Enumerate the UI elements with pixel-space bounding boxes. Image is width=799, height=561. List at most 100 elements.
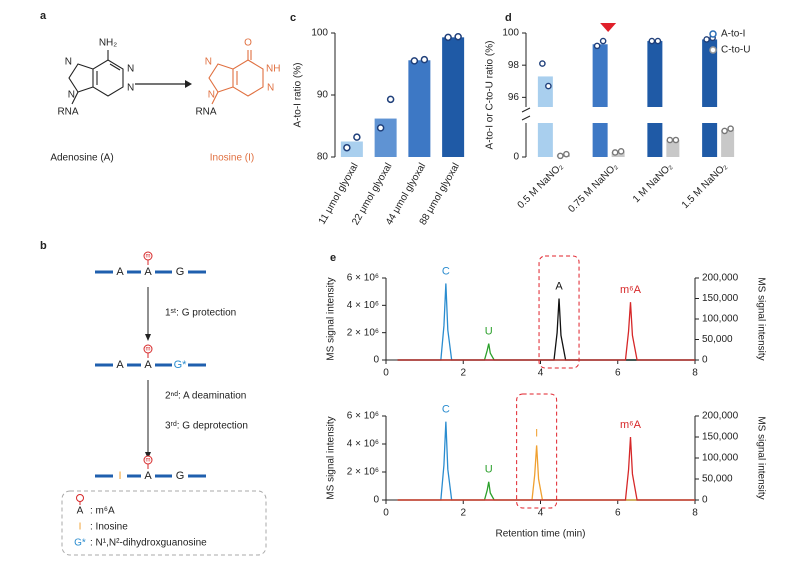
x-tick-label: 8 [692, 508, 698, 519]
x-tick-label: 6 [615, 368, 621, 379]
x-tick-label: 4 [538, 508, 544, 519]
replicate-point [617, 148, 625, 155]
bar [647, 41, 663, 107]
atom: RNA [195, 107, 216, 118]
inosine-structure [208, 50, 264, 105]
chromatogram [397, 302, 695, 361]
replicate-point [420, 55, 429, 64]
y2-tick-label: 0 [702, 355, 708, 366]
replicate-point [648, 37, 656, 45]
bar [374, 118, 397, 157]
y-tick-label: 4 × 10⁶ [347, 300, 379, 311]
peak-label: m⁶A [620, 419, 642, 431]
panel-label: b [40, 240, 47, 252]
replicate-point [343, 143, 351, 152]
y-tick-label: 100 [502, 28, 519, 39]
atom: N [267, 83, 274, 94]
m6a-marker [143, 251, 153, 261]
bar-lower [537, 123, 553, 157]
x-tick-label: 2 [460, 368, 466, 379]
atom: O [244, 38, 252, 49]
y2-tick-label: 100,000 [702, 453, 739, 464]
x-tick-label: 4 [538, 368, 544, 379]
replicate-point [611, 149, 619, 156]
y-tick-label: 6 × 10⁶ [347, 411, 379, 422]
y-tick-label: 4 × 10⁶ [347, 439, 379, 450]
compound-name: Adenosine (A) [50, 153, 113, 164]
step-label: 1ˢᵗ: G protection [165, 308, 236, 319]
x-tick-label: 8 [692, 368, 698, 379]
nucleotide: A [144, 359, 152, 371]
bar-lower [647, 123, 663, 157]
highlight-marker [600, 23, 617, 32]
y2-tick-label: 150,000 [702, 293, 739, 304]
y2-tick-label: 150,000 [702, 432, 739, 443]
legend-marker [709, 30, 717, 38]
y2-tick-label: 50,000 [702, 474, 733, 485]
nucleotide: G [176, 266, 185, 278]
y2-tick-label: 200,000 [702, 411, 739, 422]
highlight-box [538, 255, 580, 369]
replicate-point [721, 127, 728, 135]
bar [592, 44, 608, 107]
atom: N [65, 57, 72, 68]
m6a-marker-text: m [146, 458, 151, 464]
replicate-point [703, 36, 710, 43]
legend-symbol: I [79, 522, 82, 533]
bar [721, 129, 735, 157]
x-tick-label: 0.75 M NaNO₂ [566, 161, 620, 215]
peak-label: C [442, 404, 450, 416]
atom: N [205, 57, 212, 68]
y2-tick-label: 200,000 [702, 273, 739, 284]
atom: N [208, 90, 215, 101]
arrow-head [185, 80, 192, 88]
replicate-point [593, 42, 601, 50]
bar [537, 76, 553, 107]
compound-name: Inosine (I) [210, 153, 254, 164]
x-tick-label: 6 [615, 508, 621, 519]
nucleotide: A [116, 359, 124, 371]
atom: NH₂ [99, 38, 117, 49]
axis-break [521, 115, 531, 121]
bar [408, 60, 431, 157]
y-tick-label: 0 [513, 152, 519, 163]
m6a-marker-text: m [146, 347, 151, 353]
step-label: 2ⁿᵈ: A deamination [165, 391, 246, 402]
replicate-point [386, 95, 395, 104]
y-tick-label: 0 [373, 495, 379, 506]
x-tick-label: 0 [383, 368, 389, 379]
atom: N [127, 64, 134, 75]
legend-text: : N¹,N²-dihydroxguanosine [90, 538, 207, 549]
bar [666, 140, 680, 157]
replicate-point [672, 136, 680, 144]
replicate-point [666, 136, 674, 144]
nucleotide: A [144, 470, 152, 482]
peak-label: m⁶A [620, 284, 642, 296]
x-tick-label: 1.5 M NaNO₂ [680, 161, 730, 211]
panel-label: d [505, 12, 512, 24]
atom: N [127, 83, 134, 94]
replicate-point [353, 133, 361, 141]
peak-label: U [485, 326, 493, 338]
y-tick-label: 6 × 10⁶ [347, 273, 379, 284]
y2-tick-label: 0 [702, 495, 708, 506]
step-label: 3ʳᵈ: G deprotection [165, 421, 248, 432]
y2-tick-label: 100,000 [702, 314, 739, 325]
panel-label: c [290, 12, 296, 24]
y-tick-label: 90 [317, 90, 329, 101]
y-tick-label: 98 [508, 60, 520, 71]
legend-text: : Inosine [90, 522, 128, 533]
y-axis-label: A-to-I or C-to-U ratio (%) [485, 41, 496, 150]
atom: N [68, 90, 75, 101]
x-tick-label: 2 [460, 508, 466, 519]
x-tick-label: 1 M NaNO₂ [631, 161, 675, 205]
bar-lower [592, 123, 608, 157]
bar-lower [702, 123, 718, 157]
y-axis-label: A-to-I ratio (%) [293, 62, 304, 127]
y-tick-label: 100 [311, 28, 328, 39]
peak-label: I [535, 427, 538, 439]
panel-label: a [40, 10, 47, 22]
atom: NH [266, 64, 280, 75]
y-tick-label: 0 [373, 355, 379, 366]
